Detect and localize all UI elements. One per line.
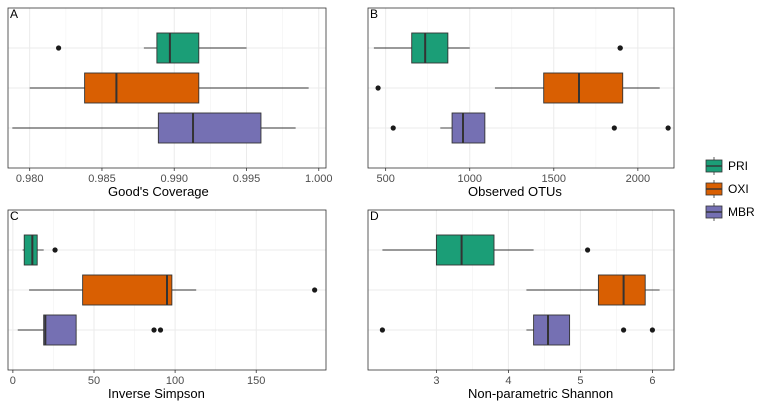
x-tick-label: 0 bbox=[10, 375, 16, 387]
box-d-mbr bbox=[379, 314, 656, 346]
x-axis-title-b: Observed OTUs bbox=[468, 184, 562, 199]
x-axis-title-d: Non-parametric Shannon bbox=[468, 386, 613, 401]
x-tick-label: 3 bbox=[433, 375, 439, 387]
x-tick-label: 1500 bbox=[542, 173, 566, 185]
outlier-point bbox=[617, 45, 623, 51]
box-iqr bbox=[156, 32, 200, 64]
panel-border bbox=[7, 209, 327, 371]
box-b-pri bbox=[373, 32, 623, 64]
box-iqr bbox=[597, 274, 646, 306]
box-a-pri bbox=[55, 32, 247, 64]
x-tick-label: 0.980 bbox=[16, 173, 44, 185]
x-tick-label: 6 bbox=[649, 375, 655, 387]
box-d-oxi bbox=[526, 274, 660, 306]
legend-label-mbr: MBR bbox=[728, 205, 755, 219]
box-a-oxi bbox=[29, 72, 309, 104]
panel-b: B 500 1000 1500 2000 Observed OTUs bbox=[367, 7, 675, 199]
legend-item-pri: PRI bbox=[705, 157, 748, 175]
x-tick-label: 2000 bbox=[626, 173, 650, 185]
outlier-point bbox=[375, 85, 381, 91]
outlier-point bbox=[312, 287, 318, 293]
box-c-mbr bbox=[17, 314, 164, 346]
legend-item-mbr: MBR bbox=[705, 203, 755, 221]
legend-label-pri: PRI bbox=[728, 159, 748, 173]
outlier-point bbox=[55, 45, 62, 51]
x-tick-label: 500 bbox=[376, 173, 394, 185]
box-a-mbr bbox=[12, 112, 296, 144]
x-tick-label: 5 bbox=[577, 375, 583, 387]
box-c-pri bbox=[22, 234, 58, 266]
outlier-point bbox=[649, 327, 656, 333]
box-iqr bbox=[533, 314, 571, 346]
box-iqr bbox=[157, 112, 262, 144]
x-tick-label: 100 bbox=[166, 375, 184, 387]
x-tick-label: 50 bbox=[88, 375, 100, 387]
x-tick-label: 4 bbox=[505, 375, 511, 387]
x-axis-title-c: Inverse Simpson bbox=[108, 386, 205, 401]
panel-label-c: C bbox=[10, 209, 19, 223]
outlier-point bbox=[151, 327, 157, 333]
legend-label-oxi: OXI bbox=[728, 182, 749, 196]
x-tick-label: 0.995 bbox=[233, 173, 261, 185]
legend-item-oxi: OXI bbox=[705, 180, 749, 198]
box-iqr bbox=[411, 32, 449, 64]
panel-border bbox=[367, 209, 675, 371]
panel-d: D 3 4 5 6 Non-parametric Shannon bbox=[367, 209, 675, 401]
panel-c: C 0 50 100 150 Inverse Simpson bbox=[7, 209, 327, 401]
outlier-point bbox=[52, 247, 58, 253]
outlier-point bbox=[585, 247, 591, 253]
panel-a: A 0.980 0.985 0.990 0.995 1.000 Good's Coverag… bbox=[7, 7, 333, 199]
box-iqr bbox=[543, 72, 624, 104]
panel-border bbox=[7, 7, 327, 169]
x-tick-label: 1.000 bbox=[305, 173, 333, 185]
box-b-mbr bbox=[390, 112, 671, 144]
panel-border bbox=[367, 7, 675, 169]
panel-label-a: A bbox=[10, 7, 18, 21]
box-iqr bbox=[435, 234, 495, 266]
outlier-point bbox=[665, 125, 671, 131]
x-tick-label: 0.985 bbox=[88, 173, 116, 185]
box-iqr bbox=[451, 112, 486, 144]
box-iqr bbox=[23, 234, 38, 266]
legend: PRI OXI MBR bbox=[705, 157, 755, 221]
outlier-point bbox=[621, 327, 627, 333]
outlier-point bbox=[611, 125, 617, 131]
outlier-point bbox=[379, 327, 385, 333]
box-iqr bbox=[82, 274, 173, 306]
box-iqr bbox=[84, 72, 200, 104]
box-c-oxi bbox=[29, 274, 318, 306]
x-tick-label: 150 bbox=[247, 375, 265, 387]
outlier-point bbox=[157, 327, 164, 333]
x-tick-label: 1000 bbox=[457, 173, 481, 185]
panel-label-d: D bbox=[370, 209, 379, 223]
x-tick-label: 0.990 bbox=[160, 173, 188, 185]
box-iqr bbox=[43, 314, 77, 346]
outlier-point bbox=[390, 125, 396, 131]
panel-label-b: B bbox=[370, 7, 378, 21]
box-b-oxi bbox=[375, 72, 660, 104]
x-axis-title-a: Good's Coverage bbox=[108, 184, 209, 199]
box-d-pri bbox=[382, 234, 591, 266]
